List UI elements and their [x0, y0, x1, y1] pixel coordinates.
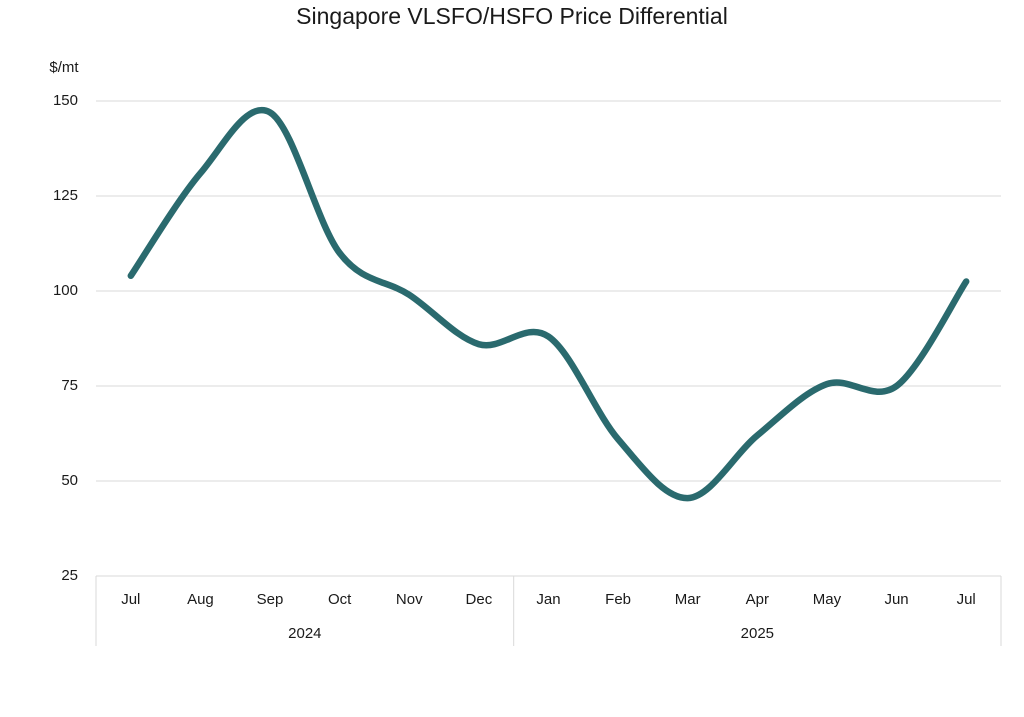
- chart-title: Singapore VLSFO/HSFO Price Differential: [296, 3, 728, 29]
- y-tick-label: 100: [53, 282, 78, 299]
- x-tick-label: Dec: [466, 591, 493, 608]
- x-tick-label: Jul: [121, 591, 140, 608]
- x-tick-label: Sep: [257, 591, 284, 608]
- x-tick-label: Mar: [675, 591, 701, 608]
- group-label: 2024: [288, 625, 321, 642]
- x-tick-label: Feb: [605, 591, 631, 608]
- y-tick-label: 25: [61, 567, 78, 584]
- group-label: 2025: [741, 625, 774, 642]
- x-tick-label: Nov: [396, 591, 423, 608]
- y-tick-label: 50: [61, 472, 78, 489]
- x-tick-label: Jan: [536, 591, 560, 608]
- y-axis-label: $/mt: [49, 59, 79, 76]
- y-tick-label: 125: [53, 187, 78, 204]
- x-tick-label: Jun: [884, 591, 908, 608]
- y-tick-label: 75: [61, 377, 78, 394]
- x-tick-label: Jul: [957, 591, 976, 608]
- x-tick-label: Aug: [187, 591, 214, 608]
- x-tick-label: Apr: [746, 591, 769, 608]
- x-tick-label: May: [813, 591, 842, 608]
- x-tick-label: Oct: [328, 591, 352, 608]
- data-line: [127, 106, 970, 502]
- y-tick-label: 150: [53, 92, 78, 109]
